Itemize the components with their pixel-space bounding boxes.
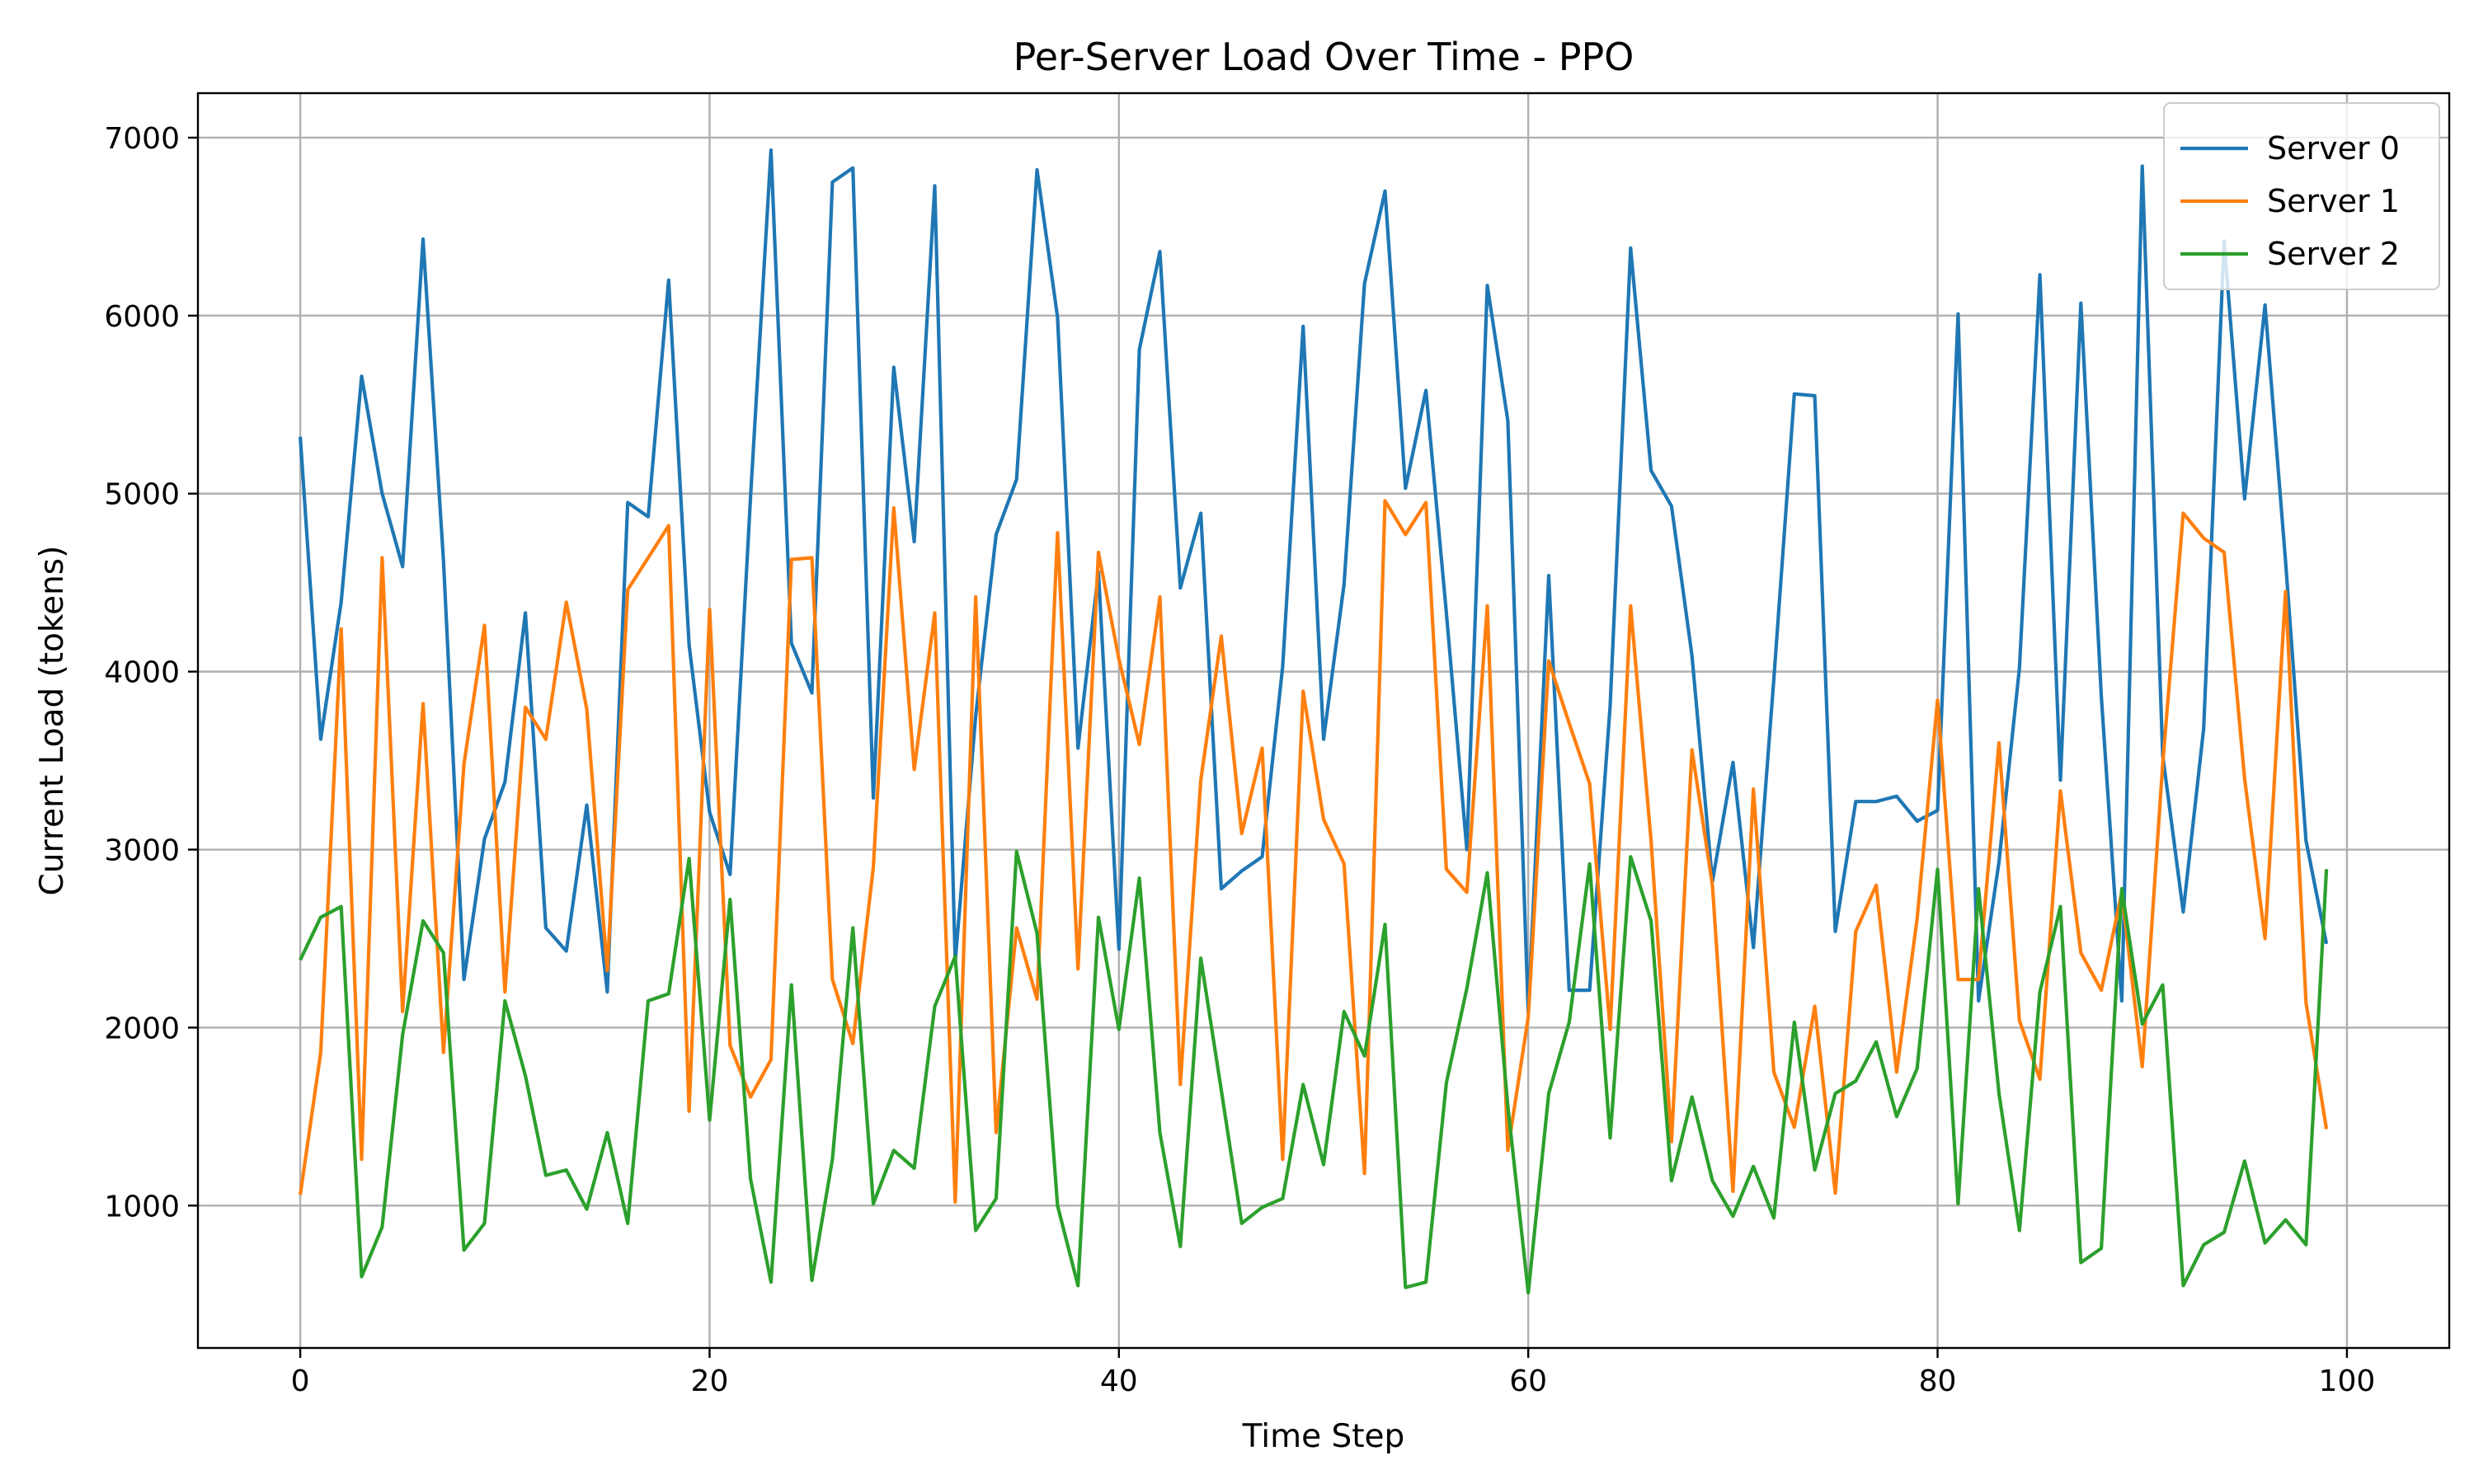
x-tick-label: 0 — [291, 1364, 310, 1398]
series-line-server-0 — [299, 148, 2329, 1016]
legend-label: Server 0 — [2267, 130, 2400, 167]
x-axis-label: Time Step — [1242, 1418, 1405, 1455]
x-tick-label: 60 — [1509, 1364, 1547, 1398]
y-tick-label: 6000 — [104, 300, 180, 334]
series-line-server-1 — [299, 499, 2329, 1205]
y-axis-label: Current Load (tokens) — [34, 546, 71, 896]
x-tick-label: 80 — [1919, 1364, 1957, 1398]
y-tick-label: 4000 — [104, 656, 180, 690]
y-tick-label: 2000 — [104, 1012, 180, 1045]
y-tick-label: 5000 — [104, 478, 180, 512]
x-tick-label: 100 — [2319, 1364, 2376, 1398]
y-tick-label: 7000 — [104, 122, 180, 156]
chart-title: Per-Server Load Over Time - PPO — [1014, 35, 1634, 79]
x-tick-label: 40 — [1100, 1364, 1138, 1398]
y-tick-label: 3000 — [104, 834, 180, 868]
series-line-server-2 — [299, 849, 2329, 1295]
legend-label: Server 2 — [2267, 236, 2400, 272]
axis-ticks: 0 20 40 60 80 100 1000 2000 3000 4000 5000 6000 7000 — [104, 122, 2375, 1398]
series-lines — [299, 148, 2329, 1295]
plot-frame — [196, 92, 2451, 1350]
legend-label: Server 1 — [2267, 183, 2400, 219]
x-tick-label: 20 — [691, 1364, 729, 1398]
y-tick-label: 1000 — [104, 1190, 180, 1223]
legend: Server 0 Server 1 Server 2 — [2163, 102, 2440, 290]
